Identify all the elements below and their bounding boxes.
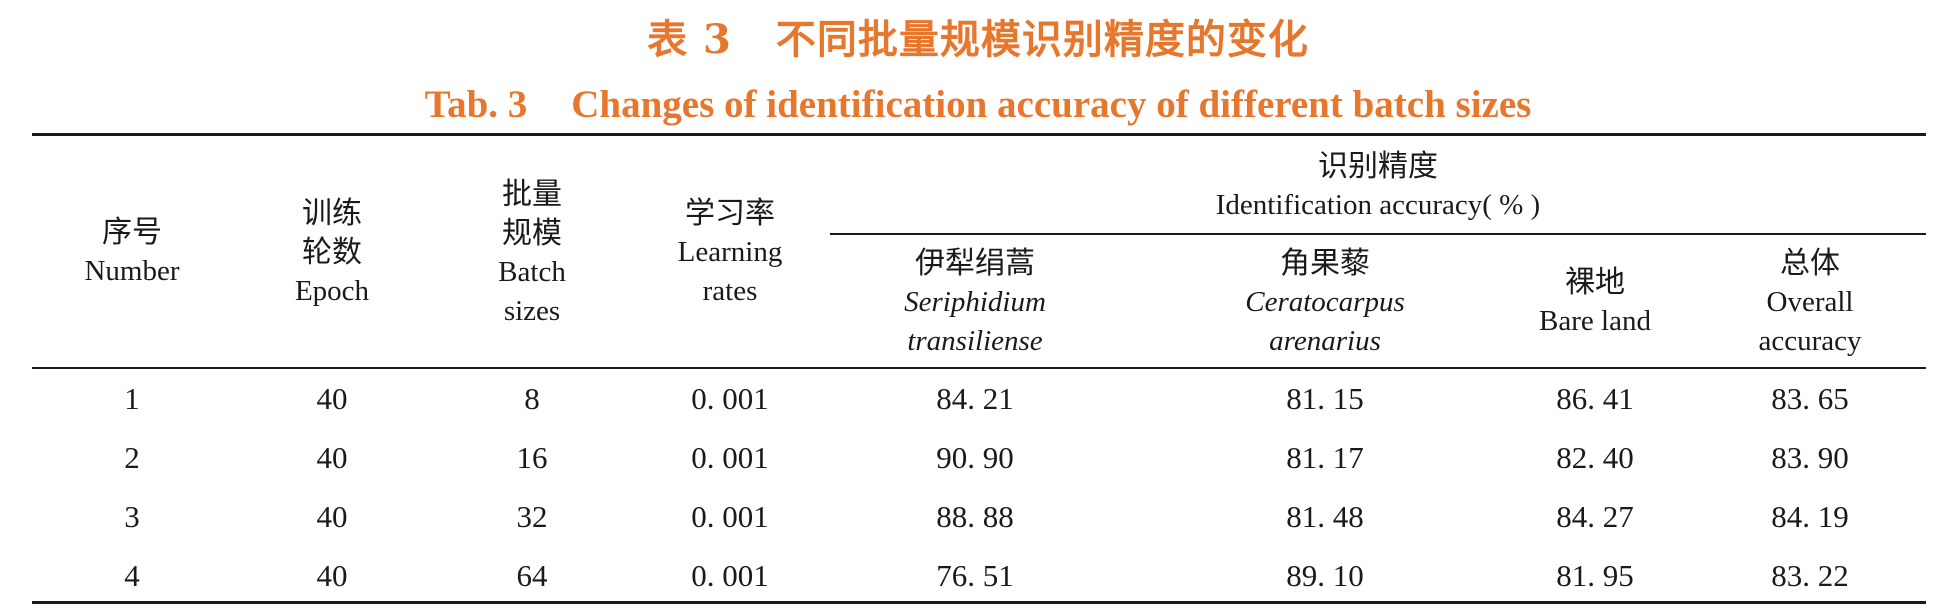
header-batch-cn1: 批量 xyxy=(502,177,562,212)
table-label-en: Tab. 3 xyxy=(424,83,528,126)
header-number-cn: 序号 xyxy=(102,215,162,250)
cell-number: 4 xyxy=(124,558,140,593)
table-row: 2 40 16 0. 001 90. 90 81. 17 82. 40 83. … xyxy=(0,429,1956,487)
header-bare-en: Bare land xyxy=(1539,305,1651,337)
cell-epoch: 40 xyxy=(316,440,348,475)
header-epoch: 训练 轮数 Epoch xyxy=(262,194,402,311)
cell-seriphidium: 88. 88 xyxy=(936,499,1014,534)
table-caption-en: Tab. 3 Changes of identification accuracy… xyxy=(0,80,1956,130)
header-seriphidium-it2: transiliense xyxy=(907,325,1043,357)
cell-seriphidium: 76. 51 xyxy=(936,558,1014,593)
header-overall: 总体 Overall accuracy xyxy=(1720,244,1900,361)
cell-number: 2 xyxy=(124,440,140,475)
header-seriphidium-it1: Seriphidium xyxy=(904,286,1046,318)
header-overall-cn: 总体 xyxy=(1780,246,1840,281)
cell-epoch: 40 xyxy=(316,381,348,416)
header-lr-en1: Learning xyxy=(677,236,783,268)
header-lr-cn: 学习率 xyxy=(685,196,775,231)
table-row: 4 40 64 0. 001 76. 51 89. 10 81. 95 83. … xyxy=(0,547,1956,605)
cell-bare-land: 82. 40 xyxy=(1556,440,1634,475)
header-rule xyxy=(32,367,1926,369)
cell-overall: 84. 19 xyxy=(1771,499,1849,534)
cell-ceratocarpus: 81. 17 xyxy=(1286,440,1364,475)
header-batch-cn2: 规模 xyxy=(502,216,562,251)
cell-learning-rate: 0. 001 xyxy=(691,499,769,534)
cell-epoch: 40 xyxy=(316,558,348,593)
header-ceratocarpus-it2: arenarius xyxy=(1269,325,1381,357)
header-seriphidium: 伊犁绢蒿 Seriphidium transiliense xyxy=(860,244,1090,361)
header-seriphidium-cn: 伊犁绢蒿 xyxy=(915,246,1035,281)
table-row: 3 40 32 0. 001 88. 88 81. 48 84. 27 84. … xyxy=(0,488,1956,546)
cell-ceratocarpus: 89. 10 xyxy=(1286,558,1364,593)
header-batch-en2: sizes xyxy=(503,295,561,327)
header-bare-cn: 裸地 xyxy=(1565,265,1625,300)
cell-batch: 64 xyxy=(516,558,548,593)
cell-learning-rate: 0. 001 xyxy=(691,381,769,416)
cell-ceratocarpus: 81. 15 xyxy=(1286,381,1364,416)
cell-overall: 83. 22 xyxy=(1771,558,1849,593)
header-accuracy-group: 识别精度 Identification accuracy( % ) xyxy=(830,147,1926,225)
cell-overall: 83. 65 xyxy=(1771,381,1849,416)
header-epoch-en: Epoch xyxy=(294,275,370,307)
bottom-rule xyxy=(32,601,1926,604)
cell-seriphidium: 90. 90 xyxy=(936,440,1014,475)
header-accuracy-en: Identification accuracy( % ) xyxy=(1215,189,1541,221)
cell-batch: 32 xyxy=(516,499,548,534)
table-title-cn: 不同批量规模识别精度的变化 xyxy=(775,16,1309,63)
header-epoch-cn1: 训练 xyxy=(302,196,362,231)
header-learning-rate: 学习率 Learning rates xyxy=(650,194,810,311)
header-ceratocarpus-cn: 角果藜 xyxy=(1280,246,1370,281)
header-bare-land: 裸地 Bare land xyxy=(1500,263,1690,341)
header-lr-en2: rates xyxy=(702,275,758,307)
header-ceratocarpus-it1: Ceratocarpus xyxy=(1245,286,1405,318)
table-row: 1 40 8 0. 001 84. 21 81. 15 86. 41 83. 6… xyxy=(0,370,1956,428)
cell-seriphidium: 84. 21 xyxy=(936,381,1014,416)
top-rule xyxy=(32,133,1926,136)
cell-number: 1 xyxy=(124,381,140,416)
cell-bare-land: 84. 27 xyxy=(1556,499,1634,534)
table-label-cn: 表 3 xyxy=(647,16,732,63)
table-title-en: Changes of identification accuracy of di… xyxy=(571,83,1532,126)
cell-batch: 8 xyxy=(524,381,540,416)
table-caption-cn: 表 3 不同批量规模识别精度的变化 xyxy=(0,14,1956,66)
header-epoch-cn2: 轮数 xyxy=(302,235,362,270)
header-overall-en1: Overall xyxy=(1766,286,1854,318)
header-number: 序号 Number xyxy=(62,213,202,291)
header-batch: 批量 规模 Batch sizes xyxy=(462,175,602,331)
cell-number: 3 xyxy=(124,499,140,534)
cell-learning-rate: 0. 001 xyxy=(691,558,769,593)
header-number-en: Number xyxy=(84,255,180,287)
cell-ceratocarpus: 81. 48 xyxy=(1286,499,1364,534)
header-ceratocarpus: 角果藜 Ceratocarpus arenarius xyxy=(1210,244,1440,361)
header-accuracy-cn: 识别精度 xyxy=(1318,149,1438,184)
cell-learning-rate: 0. 001 xyxy=(691,440,769,475)
cell-bare-land: 81. 95 xyxy=(1556,558,1634,593)
cell-bare-land: 86. 41 xyxy=(1556,381,1634,416)
accuracy-group-rule xyxy=(830,233,1926,235)
cell-batch: 16 xyxy=(516,440,548,475)
cell-overall: 83. 90 xyxy=(1771,440,1849,475)
header-overall-en2: accuracy xyxy=(1758,325,1862,357)
header-batch-en1: Batch xyxy=(498,256,566,288)
cell-epoch: 40 xyxy=(316,499,348,534)
